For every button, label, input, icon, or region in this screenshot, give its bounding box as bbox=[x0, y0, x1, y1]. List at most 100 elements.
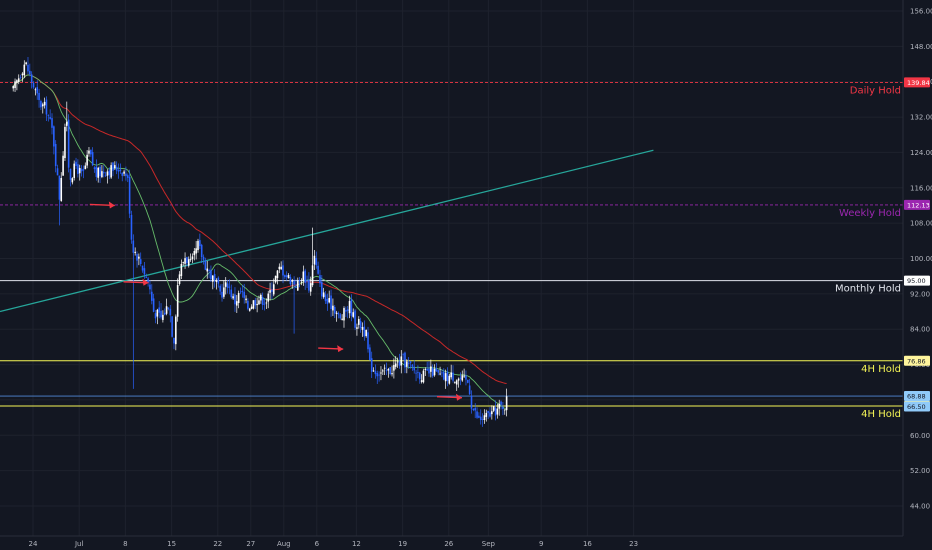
candle-body bbox=[221, 291, 223, 298]
y-tick-label: 156.00 bbox=[910, 8, 932, 16]
candle-body bbox=[99, 166, 101, 177]
candle-body bbox=[54, 143, 57, 167]
candle-body bbox=[485, 412, 488, 417]
candle-body bbox=[189, 258, 192, 260]
arrow-head bbox=[456, 393, 462, 401]
candle-body bbox=[271, 289, 273, 292]
candle-body bbox=[269, 290, 271, 293]
fast-ma-line bbox=[12, 74, 507, 410]
candle-body bbox=[69, 168, 72, 180]
y-tick-label: 92.00 bbox=[910, 290, 930, 298]
candle-body bbox=[391, 373, 393, 375]
candle-body bbox=[184, 258, 186, 264]
candle-body bbox=[245, 298, 247, 301]
candle-body bbox=[30, 74, 33, 83]
candle-body bbox=[330, 295, 332, 310]
candle-body bbox=[195, 248, 197, 254]
candle-body bbox=[25, 62, 27, 65]
candle-body bbox=[16, 80, 18, 83]
candle-body bbox=[223, 287, 225, 297]
x-tick-label: 16 bbox=[583, 540, 592, 548]
candle-body bbox=[186, 257, 188, 264]
candle-body bbox=[80, 168, 83, 172]
candle-body bbox=[154, 313, 157, 319]
candle-body bbox=[284, 275, 286, 278]
candle-body bbox=[200, 244, 203, 258]
time-axis[interactable]: 24 Jul 8 15 22 27 Aug 6 12 19 26 Sep 9 16 23 bbox=[29, 540, 639, 548]
candle-body bbox=[505, 396, 508, 411]
candle-body bbox=[65, 121, 68, 126]
price-tag-text: 95.00 bbox=[907, 277, 926, 285]
candle-body bbox=[143, 268, 146, 275]
candle-body bbox=[258, 300, 260, 305]
candle-body bbox=[398, 361, 401, 366]
candle-body bbox=[467, 379, 469, 383]
candle-body bbox=[500, 401, 502, 405]
candle-body bbox=[450, 372, 452, 378]
y-tick-label: 108.00 bbox=[910, 220, 932, 228]
candle-body bbox=[430, 366, 432, 372]
candle-body bbox=[119, 169, 122, 172]
candle-body bbox=[248, 308, 251, 311]
x-tick-label: 8 bbox=[123, 540, 127, 548]
candle-body bbox=[413, 366, 416, 371]
candle-body bbox=[309, 283, 312, 292]
candle-body bbox=[14, 81, 16, 88]
candle-body bbox=[276, 270, 279, 279]
candle-body bbox=[239, 291, 242, 293]
candle-body bbox=[472, 408, 475, 411]
candle-body bbox=[250, 306, 253, 309]
red-arrow bbox=[436, 393, 463, 401]
candle-body bbox=[496, 408, 499, 415]
price-tag-box bbox=[904, 355, 930, 366]
candle-body bbox=[431, 368, 434, 377]
candle-body bbox=[173, 337, 175, 344]
candle-body bbox=[93, 167, 96, 170]
candle-body bbox=[208, 270, 210, 272]
candle-body bbox=[380, 372, 382, 374]
candle-body bbox=[298, 280, 301, 281]
price-tag-box bbox=[904, 77, 930, 88]
candle-body bbox=[169, 308, 172, 316]
candle-body bbox=[86, 154, 88, 166]
candle-body bbox=[454, 381, 456, 383]
candle-body bbox=[328, 297, 331, 303]
y-tick-label: 84.00 bbox=[910, 326, 930, 334]
candle-body bbox=[459, 377, 462, 379]
candle-body bbox=[291, 280, 294, 282]
candle-body bbox=[409, 361, 412, 363]
candle-body bbox=[117, 170, 120, 172]
y-tick-label: 148.00 bbox=[910, 43, 932, 51]
candle-body bbox=[433, 368, 436, 376]
candle-body bbox=[128, 176, 131, 214]
candle-body bbox=[280, 266, 282, 270]
y-tick-label: 44.00 bbox=[910, 503, 930, 511]
candle-body bbox=[29, 70, 31, 75]
y-tick-label: 116.00 bbox=[910, 184, 932, 192]
candle-body bbox=[406, 361, 408, 367]
candle-body bbox=[319, 275, 321, 284]
candle-body bbox=[407, 363, 410, 364]
price-tag-text: 76.86 bbox=[907, 357, 926, 365]
price-tag-box bbox=[904, 401, 930, 412]
x-tick-label: 9 bbox=[539, 540, 543, 548]
candle-body bbox=[315, 257, 318, 266]
candle-body bbox=[156, 309, 159, 317]
candle-body bbox=[317, 265, 319, 274]
candle-body bbox=[341, 318, 343, 320]
candle-body bbox=[293, 281, 295, 285]
candle-body bbox=[498, 403, 501, 409]
arrow-head bbox=[108, 201, 115, 209]
candle-body bbox=[53, 126, 55, 147]
candle-body bbox=[45, 99, 48, 115]
candle-body bbox=[439, 373, 441, 375]
candle-body bbox=[158, 307, 160, 313]
candle-body bbox=[27, 64, 29, 72]
candle-body bbox=[149, 284, 151, 290]
candle-body bbox=[479, 416, 482, 421]
candle-body bbox=[224, 282, 227, 287]
trendline-layer bbox=[0, 149, 654, 313]
